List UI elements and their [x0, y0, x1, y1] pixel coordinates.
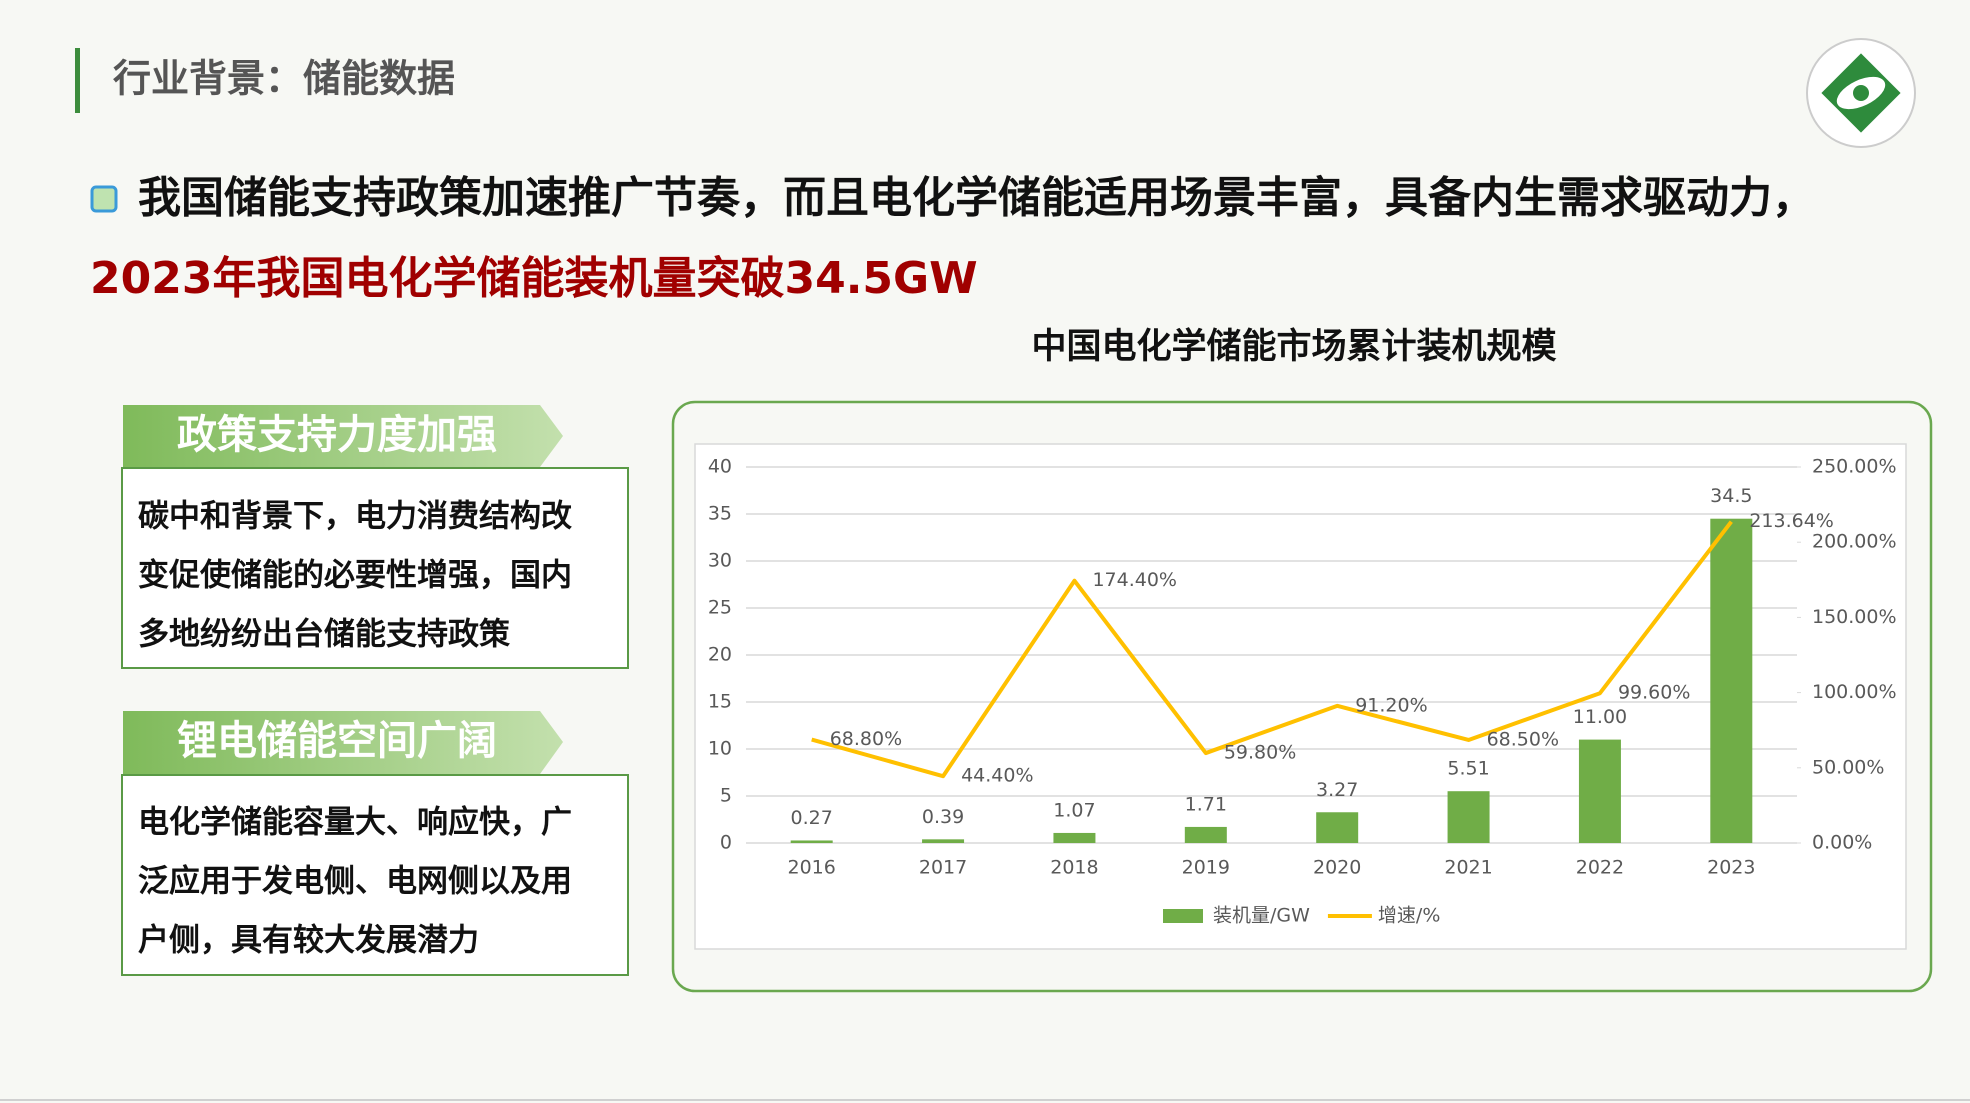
x-tick-label: 2019	[1182, 857, 1230, 879]
line	[811, 520, 1733, 779]
line-value-label: 213.64%	[1749, 510, 1834, 532]
bar	[1184, 826, 1227, 843]
bar	[1053, 832, 1096, 843]
y2-tick-label: 0.00%	[1812, 832, 1872, 854]
y-tick-label: 35	[708, 503, 732, 525]
panel-text: 变促使储能的必要性增强，国内	[138, 558, 572, 594]
bar	[790, 840, 833, 843]
line-value-label: 68.50%	[1487, 728, 1559, 750]
panel-text: 泛应用于发电侧、电网侧以及用	[138, 864, 572, 900]
legend-label: 装机量/GW	[1213, 905, 1310, 927]
bar-value-label: 0.27	[791, 807, 833, 829]
logo	[1806, 38, 1916, 148]
headline: 我国储能支持政策加速推广节奏，而且电化学储能适用场景丰富，具备内生需求驱动力，	[138, 174, 1815, 224]
y2-tick-label: 150.00%	[1812, 606, 1897, 628]
line-value-label: 91.20%	[1355, 694, 1427, 716]
chart-title: 中国电化学储能市场累计装机规模	[1031, 326, 1556, 367]
x-tick-label: 2017	[919, 857, 967, 879]
chart: 0 5 10 15 20 25 30 35 40 0.00% 50.00% 100.00% 150.00…	[708, 456, 1897, 927]
bar	[922, 839, 965, 843]
panel-title: 锂电储能空间广阔	[177, 718, 497, 764]
panel-text: 户侧，具有较大发展潜力	[138, 923, 479, 959]
y-tick-label: 20	[708, 644, 732, 666]
bar-value-label: 5.51	[1447, 758, 1489, 780]
x-tick-label: 2022	[1576, 857, 1624, 879]
line-value-label: 44.40%	[961, 765, 1033, 787]
y2-tick-label: 250.00%	[1812, 456, 1897, 478]
y2-tick-label: 50.00%	[1812, 756, 1884, 778]
y2-tick-label: 100.00%	[1812, 681, 1897, 703]
bar-value-label: 1.07	[1053, 799, 1095, 821]
line-value-label: 99.60%	[1618, 682, 1690, 704]
bar	[1578, 739, 1621, 843]
header-title: 行业背景：储能数据	[113, 57, 455, 101]
panel: 锂电储能空间广阔 电化学储能容量大、响应快，广 泛应用于发电侧、电网侧以及用 户…	[121, 711, 629, 976]
plot-frame	[694, 443, 1907, 950]
y-tick-label: 10	[708, 738, 732, 760]
x-tick-label: 2023	[1707, 857, 1755, 879]
legend-label: 增速/%	[1378, 905, 1440, 927]
y-tick-label: 0	[720, 832, 732, 854]
bar-value-label: 1.71	[1185, 793, 1227, 815]
line-value-label: 59.80%	[1224, 742, 1296, 764]
y2-tick-label: 200.00%	[1812, 531, 1897, 553]
bar	[1710, 518, 1753, 843]
legend-swatch	[1163, 909, 1203, 923]
y-tick-label: 40	[708, 456, 732, 478]
bullet-icon	[90, 185, 118, 213]
y-tick-label: 30	[708, 550, 732, 572]
x-tick-label: 2018	[1050, 857, 1098, 879]
bar-value-label: 11.00	[1573, 706, 1627, 728]
bar-value-label: 3.27	[1316, 779, 1358, 801]
bar	[1316, 812, 1359, 843]
y-tick-label: 15	[708, 691, 732, 713]
panel-text: 多地纷纷出台储能支持政策	[138, 617, 510, 653]
headline-highlight: 2023年我国电化学储能装机量突破34.5GW	[90, 253, 978, 304]
x-tick-label: 2020	[1313, 857, 1361, 879]
panel-text: 电化学储能容量大、响应快，广	[138, 805, 572, 841]
panel: 政策支持力度加强 碳中和背景下，电力消费结构改 变促使储能的必要性增强，国内 多…	[121, 405, 629, 669]
y-tick-label: 25	[708, 597, 732, 619]
x-tick-label: 2021	[1444, 857, 1492, 879]
y-tick-label: 5	[720, 785, 732, 807]
x-tick-label: 2016	[788, 857, 836, 879]
bar	[1447, 791, 1490, 843]
bar-value-label: 34.5	[1710, 485, 1752, 507]
panel-title: 政策支持力度加强	[177, 412, 497, 458]
panel-text: 碳中和背景下，电力消费结构改	[138, 499, 572, 535]
line-value-label: 68.80%	[830, 728, 902, 750]
header-bar	[75, 48, 80, 113]
line-value-label: 174.40%	[1092, 569, 1177, 591]
bar-value-label: 0.39	[922, 806, 964, 828]
